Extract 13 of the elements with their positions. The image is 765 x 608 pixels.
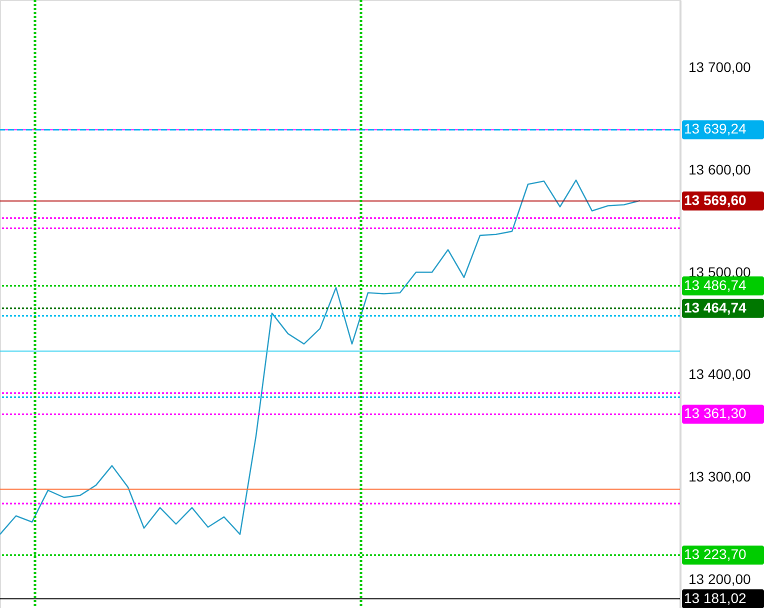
ref-line-label: 13 639,24	[684, 120, 746, 137]
ref-line-label: 13 569,60	[684, 192, 746, 208]
ref-line-label: 13 464,74	[684, 299, 746, 316]
ref-line-label: 13 361,30	[684, 405, 746, 422]
y-tick-label: 13 700,00	[688, 59, 751, 76]
ref-line-label: 13 486,74	[684, 276, 746, 293]
y-tick-label: 13 300,00	[688, 468, 751, 484]
ref-line-label: 13 181,02	[684, 590, 746, 606]
ref-line-label: 13 223,70	[684, 546, 746, 562]
line-series	[0, 180, 641, 535]
y-tick-label: 13 200,00	[688, 570, 751, 587]
y-tick-label: 13 400,00	[688, 366, 751, 382]
y-tick-label: 13 600,00	[688, 161, 751, 178]
